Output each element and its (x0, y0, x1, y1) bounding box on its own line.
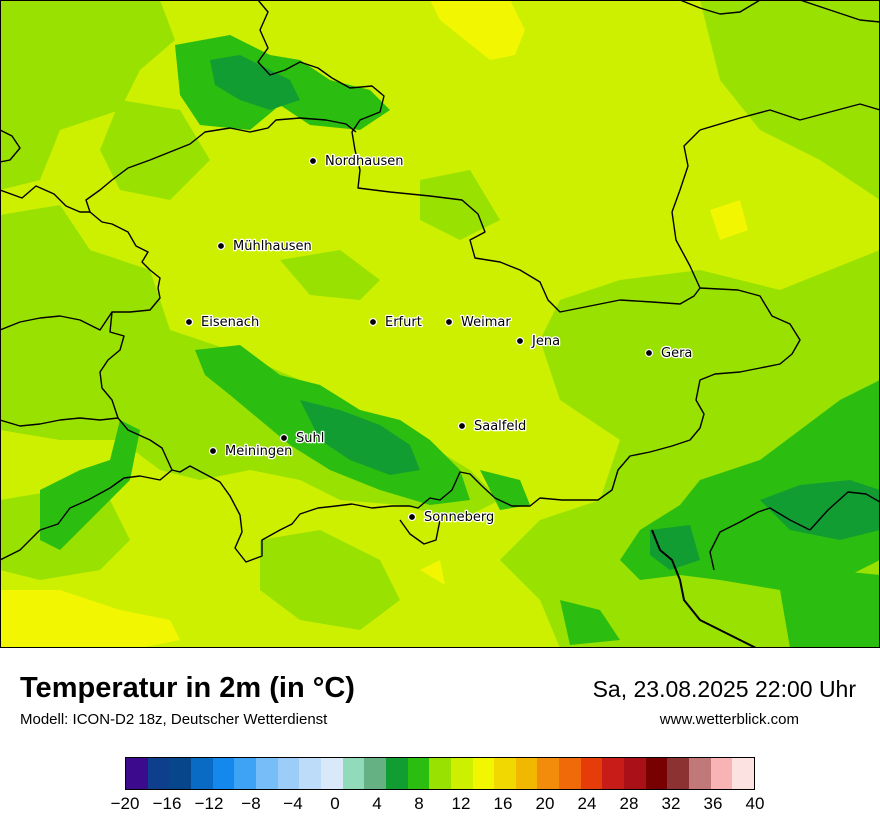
country-border (651, 529, 757, 648)
temperature-field-14 (0, 0, 748, 648)
temperature-field-8 (210, 55, 880, 570)
state-borders (0, 0, 880, 571)
city-label-gera: Gera (661, 346, 692, 361)
colorbar-segment (580, 758, 603, 789)
map-title: Temperatur in 2m (in °C) (20, 672, 355, 704)
colorbar-segment (494, 758, 516, 789)
colorbar-ticks: −20 −16 −12 −8 −4 0 4 8 12 16 20 24 28 32 36 40 (0, 790, 880, 820)
colorbar-segment (342, 758, 365, 789)
city-label-weimar: Weimar (461, 315, 511, 330)
colorbar-segment (472, 758, 495, 789)
colorbar-segment (299, 758, 321, 789)
city-label-sonneberg: Sonneberg (424, 510, 494, 525)
city-saalfeld: Saalfeld (457, 418, 528, 435)
colorbar-segment (732, 758, 755, 789)
city-eisenach: Eisenach (184, 314, 261, 331)
colorbar-segment (190, 758, 213, 789)
colorbar-tick-label: 4 (372, 794, 382, 813)
city-label-saalfeld: Saalfeld (474, 419, 526, 434)
colorbar-segment (645, 758, 668, 789)
city-nordhausen: Nordhausen (308, 153, 405, 170)
colorbar-tick-label: 28 (619, 794, 639, 813)
colorbar-tick-label: 20 (535, 794, 555, 813)
colorbar-tick-label: 32 (661, 794, 681, 813)
city-sonneberg: Sonneberg (407, 509, 496, 526)
model-source: Modell: ICON-D2 18z, Deutscher Wetterdie… (20, 711, 328, 728)
colorbar-tick-label: 0 (330, 794, 340, 813)
colorbar-tick-label: 12 (451, 794, 471, 813)
colorbar-tick-label: 40 (745, 794, 765, 813)
colorbar-segment (602, 758, 625, 789)
colorbar-tick-label: −16 (152, 794, 182, 813)
city-markers: Nordhausen Mühlhausen Eisenach Erfurt We… (184, 153, 694, 526)
city-jena: Jena (515, 333, 561, 350)
colorbar-segment (689, 758, 711, 789)
colorbar-tick-label: 24 (577, 794, 597, 813)
temperature-colorbar (125, 757, 755, 790)
colorbar-segment (212, 758, 235, 789)
city-label-eisenach: Eisenach (201, 315, 259, 330)
colorbar-tick-label: 8 (414, 794, 424, 813)
website-link[interactable]: www.wetterblick.com (659, 711, 799, 728)
colorbar-tick-label: 36 (703, 794, 723, 813)
city-gera: Gera (644, 345, 694, 362)
map-footer: Temperatur in 2m (in °C) Modell: ICON-D2… (0, 648, 880, 830)
colorbar-segment (320, 758, 343, 789)
colorbar-tick-label: −20 (110, 794, 140, 813)
colorbar-segment (710, 758, 733, 789)
colorbar-segment (147, 758, 170, 789)
colorbar-segment (407, 758, 430, 789)
colorbar-segment (450, 758, 473, 789)
colorbar-segment (169, 758, 191, 789)
city-label-muehlhausen: Mühlhausen (233, 239, 312, 254)
colorbar-segment (234, 758, 256, 789)
colorbar-tick-label: −4 (283, 794, 303, 813)
colorbar-segment (667, 758, 690, 789)
colorbar-segment (537, 758, 560, 789)
city-weimar: Weimar (444, 314, 513, 331)
colorbar-segment (364, 758, 386, 789)
colorbar-segment (515, 758, 538, 789)
temperature-map: Nordhausen Mühlhausen Eisenach Erfurt We… (0, 0, 880, 648)
colorbar-segment (255, 758, 278, 789)
colorbar-tick-label: 16 (493, 794, 513, 813)
colorbar-segment (385, 758, 408, 789)
city-erfurt: Erfurt (368, 314, 423, 331)
city-label-jena: Jena (531, 334, 560, 349)
colorbar-segment (429, 758, 451, 789)
colorbar-segment (559, 758, 581, 789)
city-meiningen: Meiningen (208, 443, 294, 460)
city-muehlhausen: Mühlhausen (216, 238, 313, 255)
city-label-nordhausen: Nordhausen (325, 154, 404, 169)
city-suhl: Suhl (279, 430, 326, 447)
forecast-datetime: Sa, 23.08.2025 22:00 Uhr (592, 676, 856, 702)
city-label-suhl: Suhl (296, 431, 324, 446)
city-label-erfurt: Erfurt (385, 315, 422, 330)
colorbar-segment (126, 758, 148, 789)
colorbar-segment (277, 758, 300, 789)
city-label-meiningen: Meiningen (225, 444, 292, 459)
colorbar-segment (624, 758, 646, 789)
colorbar-tick-label: −12 (194, 794, 224, 813)
colorbar-tick-label: −8 (241, 794, 261, 813)
